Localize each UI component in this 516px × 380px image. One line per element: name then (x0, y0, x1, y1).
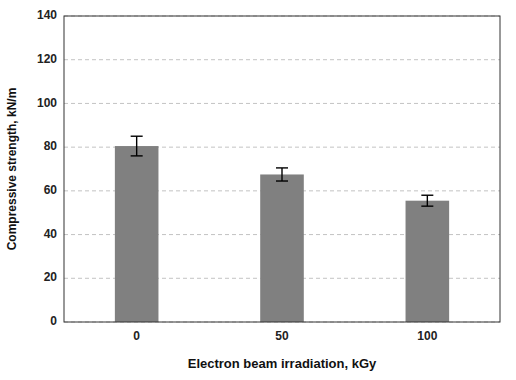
chart-container: 0 20 40 60 80 100 120 140 0 50 100 Electron beam ir… (0, 0, 516, 380)
error-cap (131, 155, 143, 156)
error-line (281, 168, 282, 181)
plot-frame (64, 16, 500, 322)
y-tick-label: 140 (37, 8, 57, 22)
chart: 0 20 40 60 80 100 120 140 0 50 100 Electron beam ir… (0, 0, 516, 380)
y-tick-label: 0 (50, 314, 57, 328)
error-bar (276, 168, 288, 181)
y-tick-label: 120 (37, 52, 57, 66)
error-bar (421, 195, 433, 206)
x-axis: 0 50 100 (133, 329, 437, 343)
error-line (136, 136, 137, 156)
y-tick-label: 80 (44, 139, 58, 153)
x-tick-label: 50 (275, 329, 289, 343)
x-axis-label: Electron beam irradiation, kGy (188, 356, 377, 371)
y-axis-label: Compressive strength, kN/m (5, 88, 19, 251)
error-line (427, 195, 428, 206)
y-tick-label: 60 (44, 183, 58, 197)
grid-line (64, 103, 500, 104)
error-cap (421, 205, 433, 206)
error-cap (131, 136, 143, 137)
error-cap (276, 167, 288, 168)
grid-line (64, 59, 500, 60)
error-cap (276, 180, 288, 181)
x-tick-label: 100 (417, 329, 437, 343)
y-tick-label: 100 (37, 96, 57, 110)
error-bar (131, 136, 143, 156)
y-tick-label: 20 (44, 270, 58, 284)
bar (406, 201, 450, 322)
error-cap (421, 195, 433, 196)
grid (64, 16, 500, 322)
bar (115, 146, 159, 322)
x-tick-label: 0 (133, 329, 140, 343)
y-axis: 0 20 40 60 80 100 120 140 (37, 8, 57, 328)
bar (260, 174, 304, 322)
marks (115, 136, 449, 322)
y-tick-label: 40 (44, 227, 58, 241)
